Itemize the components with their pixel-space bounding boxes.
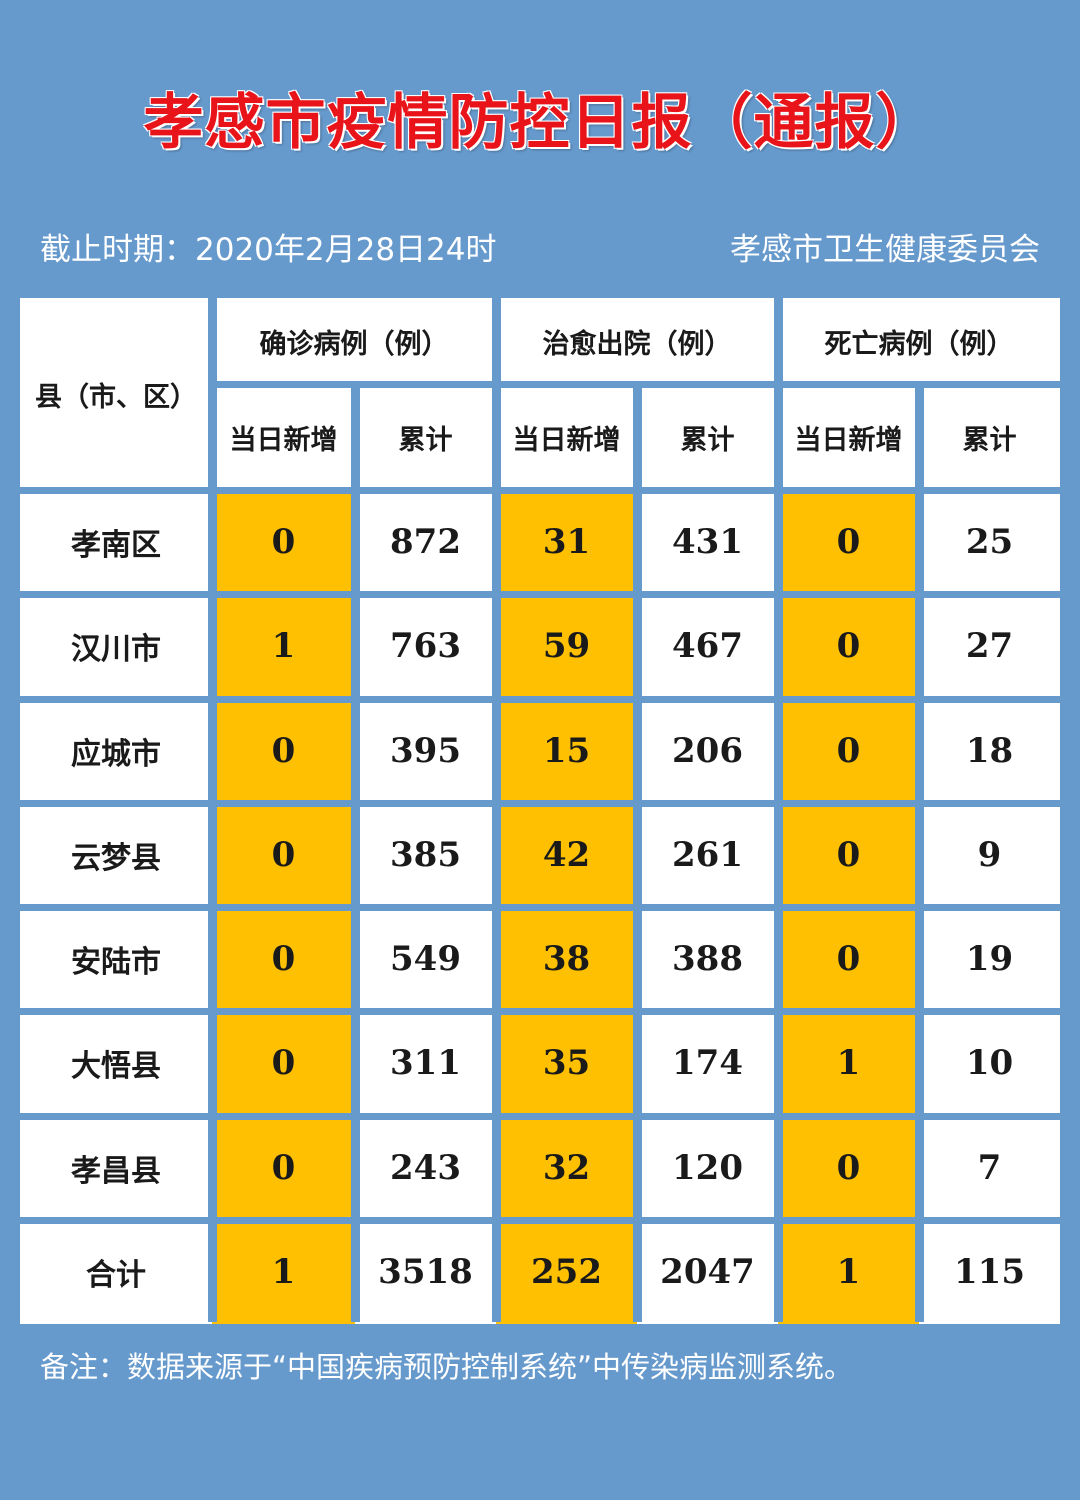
table-cell: 31 [496,490,637,595]
table-cell: 9 [919,802,1060,907]
grid-line-horizontal [20,799,1060,807]
sub-header: 当日新增 [778,384,919,490]
report-title: 孝感市疫情防控日报（通报） [143,88,937,158]
grid-line-vertical [208,298,217,1322]
table-cell: 388 [637,907,778,1012]
table-cell: 431 [637,490,778,595]
table-cell: 0 [212,490,355,595]
table-cell: 1 [778,1219,919,1324]
table-cell: 252 [496,1219,637,1324]
table-cell: 0 [212,907,355,1012]
sub-header: 累计 [355,384,496,490]
grid-line-horizontal [20,1216,1060,1224]
region-header: 县（市、区） [20,298,212,490]
table-cell: 19 [919,907,1060,1012]
grid-line-horizontal [20,695,1060,703]
group-header: 确诊病例（例） [212,298,496,384]
table-cell: 120 [637,1115,778,1220]
table-cell: 27 [919,594,1060,699]
table-cell: 549 [355,907,496,1012]
region-name: 孝昌县 [20,1115,212,1220]
sub-header: 当日新增 [496,384,637,490]
table-cell: 0 [778,490,919,595]
table-cell: 395 [355,698,496,803]
region-name: 云梦县 [20,802,212,907]
grid-line-vertical [351,384,360,1322]
grid-line-horizontal [20,1112,1060,1120]
table-cell: 3518 [355,1219,496,1324]
table-cell: 0 [778,1115,919,1220]
table-cell: 243 [355,1115,496,1220]
table-cell: 0 [778,802,919,907]
table-cell: 385 [355,802,496,907]
table-cell: 763 [355,594,496,699]
table-cell: 0 [778,907,919,1012]
region-name: 大悟县 [20,1011,212,1116]
table-cell: 10 [919,1011,1060,1116]
grid-line-horizontal [20,591,1060,599]
table-cell: 1 [778,1011,919,1116]
table-cell: 311 [355,1011,496,1116]
group-header: 治愈出院（例） [496,298,778,384]
grid-line-vertical [774,298,783,1322]
table-cell: 18 [919,698,1060,803]
table-cell: 35 [496,1011,637,1116]
grid-line-horizontal [20,487,1060,494]
region-name: 安陆市 [20,907,212,1012]
table-cell: 0 [212,1115,355,1220]
table-cell: 7 [919,1115,1060,1220]
sub-header: 当日新增 [212,384,355,490]
region-name: 孝南区 [20,490,212,595]
grid-line-vertical [633,384,642,1322]
table-cell: 1 [212,1219,355,1324]
table-cell: 206 [637,698,778,803]
table-cell: 1 [212,594,355,699]
table-cell: 25 [919,490,1060,595]
table-cell: 115 [919,1219,1060,1324]
cutoff-date: 截止时期：2020年2月28日24时 [40,232,497,268]
table-cell: 59 [496,594,637,699]
issuer-name: 孝感市卫生健康委员会 [730,232,1040,268]
sub-header: 累计 [919,384,1060,490]
region-name: 合计 [20,1219,212,1324]
table-cell: 42 [496,802,637,907]
table-cell: 38 [496,907,637,1012]
data-source-note: 备注：数据来源于“中国疾病预防控制系统”中传染病监测系统。 [40,1350,854,1384]
table-cell: 32 [496,1115,637,1220]
table-cell: 2047 [637,1219,778,1324]
region-name: 应城市 [20,698,212,803]
grid-line-horizontal [20,904,1060,911]
table-cell: 467 [637,594,778,699]
grid-line-horizontal [20,1008,1060,1016]
region-name: 汉川市 [20,594,212,699]
group-header: 死亡病例（例） [778,298,1060,384]
table-cell: 174 [637,1011,778,1116]
sub-header: 累计 [637,384,778,490]
table-cell: 872 [355,490,496,595]
table-cell: 0 [778,698,919,803]
table-cell: 0 [212,802,355,907]
grid-line-vertical [915,384,924,1322]
grid-line-vertical [492,298,501,1322]
table-cell: 0 [212,1011,355,1116]
table-cell: 0 [778,594,919,699]
table-cell: 15 [496,698,637,803]
table-cell: 261 [637,802,778,907]
table-cell: 0 [212,698,355,803]
